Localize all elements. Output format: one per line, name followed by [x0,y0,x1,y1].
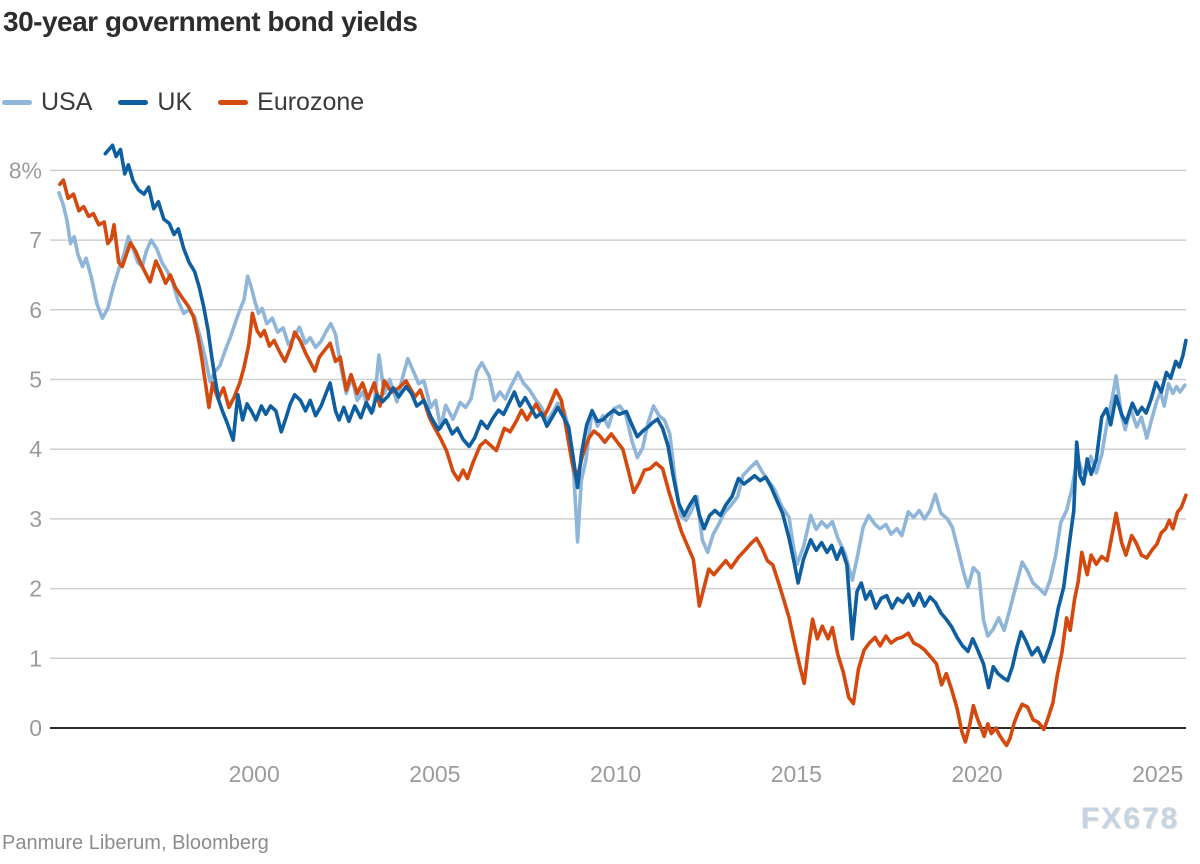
watermark-fx678: FX678 [1080,802,1180,835]
x-tick-label-2005: 2005 [409,761,460,787]
page-title: 30-year government bond yields [3,6,418,37]
x-tick-label-2020: 2020 [951,761,1002,787]
legend: USA UK Eurozone [2,87,390,117]
y-tick-label-0: 0 [29,715,42,741]
y-tick-label-2: 2 [29,576,42,602]
y-tick-label-4: 4 [29,436,42,462]
legend-item-uk: UK [118,87,193,116]
y-tick-label-1: 1 [29,645,42,671]
x-tick-label-2000: 2000 [229,761,280,787]
legend-item-eurozone: Eurozone [218,87,365,116]
series-line-uk [103,143,1188,690]
x-tick-label-2025: 2025 [1132,761,1183,787]
x-tick-label-2010: 2010 [590,761,641,787]
series-line-eurozone [58,178,1188,748]
legend-label-uk: UK [157,87,193,116]
y-tick-label-7: 7 [29,227,42,253]
y-tick-label-5: 5 [29,367,42,393]
y-tick-label-6: 6 [29,297,42,323]
x-tick-label-2015: 2015 [771,761,822,787]
legend-swatch-usa [2,99,32,105]
y-tick-label-8: 8% [9,157,42,183]
legend-swatch-eurozone [218,99,249,105]
source-attribution: Panmure Liberum, Bloomberg [2,832,269,854]
legend-label-usa: USA [41,87,93,116]
legend-swatch-uk [118,99,149,105]
y-tick-label-3: 3 [29,506,42,532]
series-line-usa [57,190,1187,638]
legend-item-usa: USA [2,87,93,116]
legend-label-eurozone: Eurozone [257,87,365,116]
